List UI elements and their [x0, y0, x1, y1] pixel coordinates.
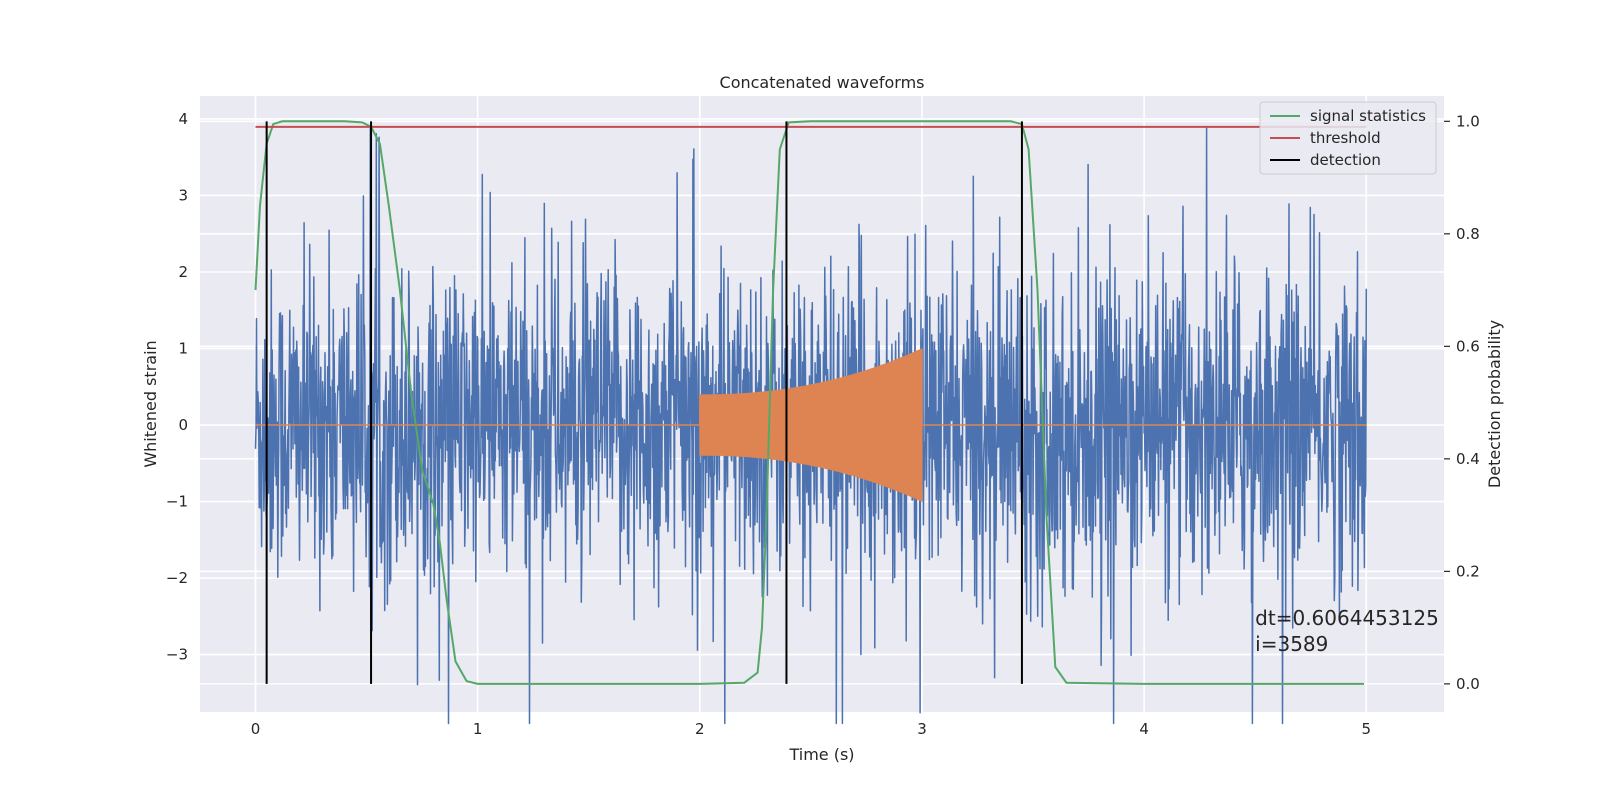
x-axis-label: Time (s)	[788, 745, 854, 764]
y-tick-label: 2	[178, 263, 188, 281]
y-axis-label: Whitened strain	[141, 340, 160, 467]
right-tick-label: 0.2	[1456, 562, 1480, 580]
y-tick-label: 4	[178, 110, 188, 128]
legend-label: signal statistics	[1310, 107, 1426, 125]
series-layer	[254, 120, 1368, 725]
annotation-line1: dt=0.6064453125	[1255, 606, 1439, 630]
x-tick-label: 1	[473, 720, 483, 738]
x-tick-label: 2	[695, 720, 705, 738]
x-tick-label: 0	[251, 720, 261, 738]
signal-statistics-line	[254, 120, 1364, 685]
right-tick-label: 1.0	[1456, 112, 1480, 130]
right-tick-label: 0.8	[1456, 225, 1480, 243]
legend: signal statistics threshold detection	[1259, 101, 1437, 175]
y-tick-label: 3	[178, 186, 188, 204]
right-tick-label: 0.6	[1456, 337, 1480, 355]
legend-label: detection	[1310, 151, 1381, 169]
legend-label: threshold	[1310, 129, 1381, 147]
annotation: dt=0.6064453125 i=3589	[1255, 606, 1439, 656]
y-tick-label: 0	[178, 416, 188, 434]
right-y-axis-label: Detection probability	[1485, 320, 1504, 488]
legend-box	[1259, 101, 1437, 175]
right-tick-label: 0.0	[1456, 675, 1480, 693]
x-tick-label: 3	[917, 720, 927, 738]
y-tick-label: 1	[178, 340, 188, 358]
x-tick-label: 5	[1361, 720, 1371, 738]
chart-title: Concatenated waveforms	[720, 73, 925, 92]
x-tick-label: 4	[1139, 720, 1149, 738]
right-tick-label: 0.4	[1456, 450, 1480, 468]
y-tick-label: −1	[166, 493, 188, 511]
annotation-line2: i=3589	[1255, 632, 1328, 656]
y-tick-label: −2	[166, 569, 188, 587]
ticks: 0 1 2 3 4 5 −3 −2 −1 0 1 2 3 4 0.0 0.2 0.4 0.6 0.8 1.0	[166, 110, 1480, 738]
chirp-series	[255, 348, 1367, 502]
y-tick-label: −3	[166, 646, 188, 664]
